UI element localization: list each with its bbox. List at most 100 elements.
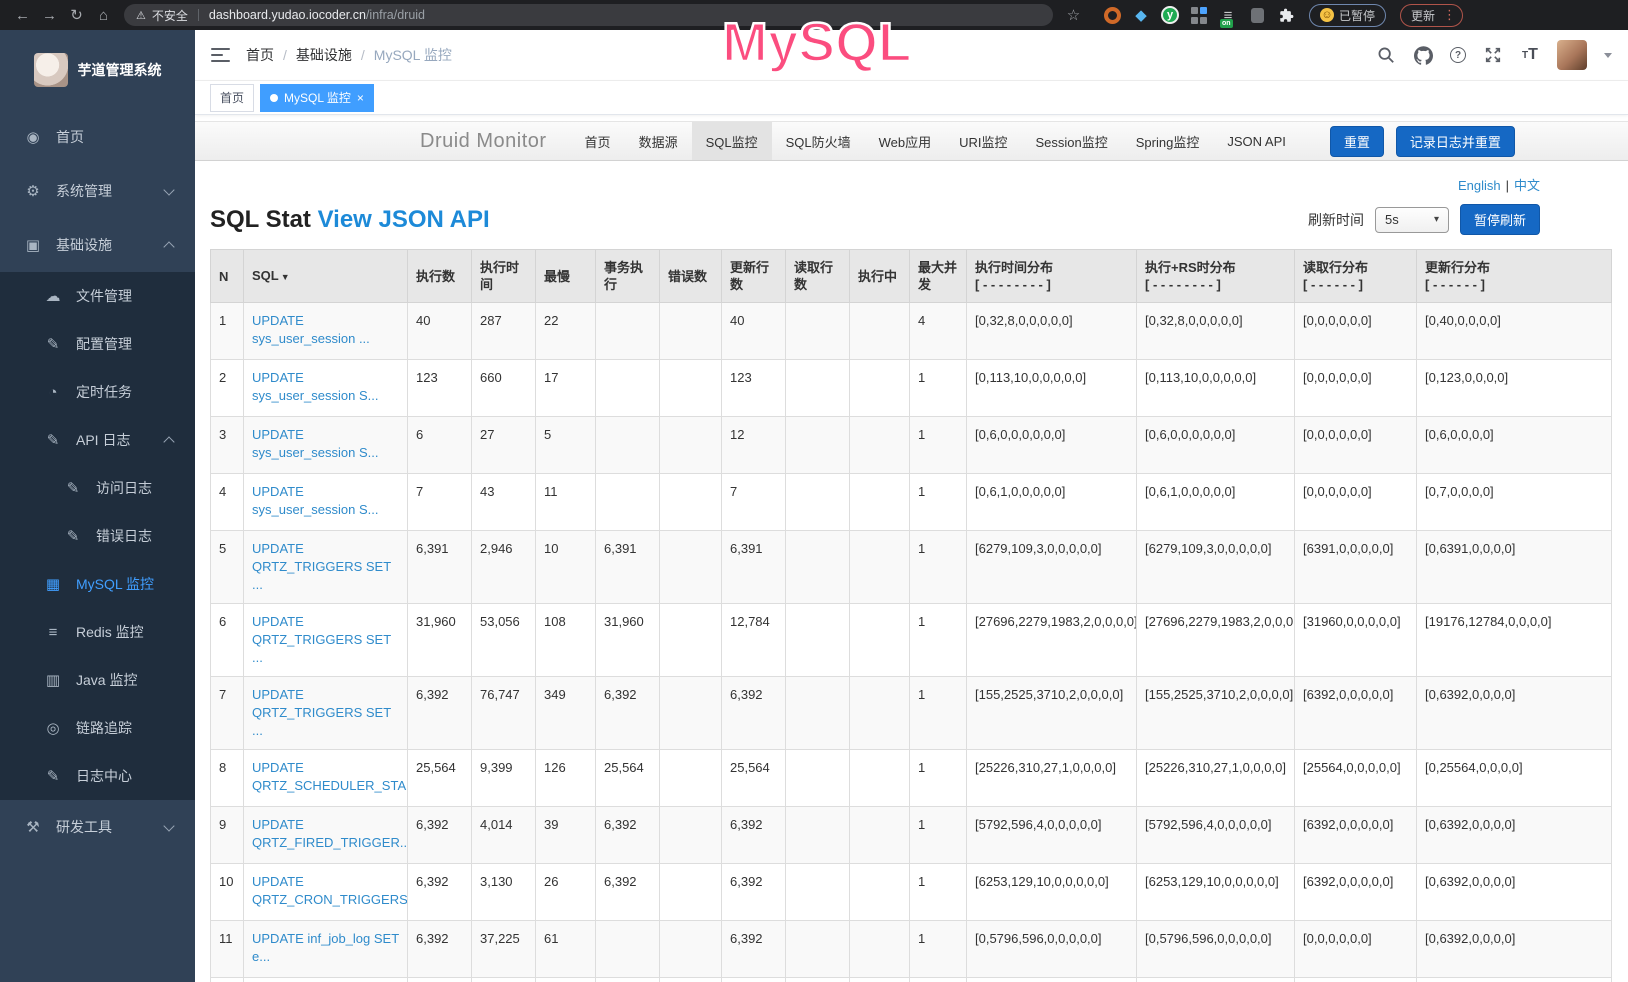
extension-y-icon[interactable]: y <box>1161 6 1179 24</box>
view-json-api-link[interactable]: View JSON API <box>317 205 490 233</box>
druid-nav-SQL监控[interactable]: SQL监控 <box>691 122 772 160</box>
extension-donut-icon[interactable] <box>1104 6 1121 24</box>
sql-link[interactable]: UPDATE sys_user_session S... <box>252 370 379 403</box>
sql-link[interactable]: UPDATE sys_user_session ... <box>252 313 370 346</box>
forward-icon[interactable]: → <box>42 6 57 24</box>
extension-squares-icon[interactable] <box>1190 6 1208 24</box>
sql-link[interactable]: UPDATE QRTZ_FIRED_TRIGGER... <box>252 817 408 850</box>
col-readRows[interactable]: 读取行数 <box>785 249 850 303</box>
extensions-puzzle-icon[interactable] <box>1277 6 1295 24</box>
reset-button[interactable]: 重置 <box>1329 125 1384 157</box>
sidebar-toggle-icon[interactable] <box>211 47 230 63</box>
extension-figure-icon[interactable] <box>1248 6 1266 24</box>
kebab-menu-icon[interactable]: ⋮ <box>1443 7 1457 22</box>
chevron-down-icon <box>163 184 175 196</box>
col-execTime[interactable]: 执行时间 <box>471 249 536 303</box>
layers-icon: ≡ <box>48 623 58 641</box>
col-execRsDist[interactable]: 执行+RS时分布[ - - - - - - - - ] <box>1136 249 1295 303</box>
update-button[interactable]: 更新 ⋮ <box>1400 3 1464 27</box>
extension-gem-icon[interactable]: ◆ <box>1135 7 1147 24</box>
help-icon[interactable]: ? <box>1450 47 1466 63</box>
back-icon[interactable]: ← <box>15 6 30 24</box>
druid-nav-JSON API[interactable]: JSON API <box>1227 133 1286 149</box>
cell-execCount: 6 <box>407 416 472 474</box>
tab-close-icon[interactable]: × <box>356 90 364 105</box>
col-sql[interactable]: SQL ▼ <box>243 249 408 303</box>
cell-slowest: 5 <box>535 416 596 474</box>
col-errors[interactable]: 错误数 <box>659 249 722 303</box>
tab-item[interactable]: 首页 <box>210 83 255 112</box>
sidebar-item-infra[interactable]: ▣ 基础设施 <box>0 218 195 272</box>
sidebar-item-error-log[interactable]: ✎ 错误日志 <box>0 512 195 560</box>
sidebar-item-redis[interactable]: ≡ Redis 监控 <box>0 608 195 656</box>
cell-execRsDist: [0,6,0,0,0,0,0,0] <box>1136 416 1295 474</box>
avatar-caret-icon[interactable] <box>1604 52 1612 58</box>
log-reset-button[interactable]: 记录日志并重置 <box>1395 125 1515 157</box>
user-avatar[interactable] <box>1557 40 1587 70</box>
cell-readDist: [25564,0,0,0,0,0] <box>1294 749 1417 807</box>
paused-indicator[interactable]: ☺ 已暂停 <box>1309 3 1387 27</box>
druid-nav-Session监控[interactable]: Session监控 <box>1035 134 1108 150</box>
druid-nav-URI监控[interactable]: URI监控 <box>959 134 1008 150</box>
sidebar-item-java[interactable]: ▥ Java 监控 <box>0 656 195 704</box>
sql-link[interactable]: UPDATE QRTZ_TRIGGERS SET ... <box>252 541 391 592</box>
tab-active[interactable]: MySQL 监控 × <box>260 83 374 112</box>
col-maxConcurrent[interactable]: 最大并发 <box>909 249 967 303</box>
col-slowest[interactable]: 最慢 <box>535 249 596 303</box>
app-logo[interactable]: 芋道管理系统 <box>0 30 195 110</box>
cell-n: 1 <box>210 302 244 360</box>
sidebar-item-devtool[interactable]: ⚒ 研发工具 <box>0 800 195 854</box>
fullscreen-icon[interactable] <box>1483 45 1503 65</box>
druid-nav-数据源[interactable]: 数据源 <box>638 134 678 150</box>
druid-page: Druid Monitor 首页 数据源 SQL监控 SQL防火墙 Web应用 URI监控… <box>195 121 1628 982</box>
col-readDist[interactable]: 读取行分布[ - - - - - - ] <box>1294 249 1417 303</box>
cell-updateDist: [6392,0,0,0,0,0] <box>1416 977 1612 982</box>
refresh-interval-select[interactable]: 5s ▾ <box>1374 206 1449 233</box>
sidebar-item-mysql[interactable]: ▦ MySQL 监控 <box>0 560 195 608</box>
home-icon[interactable]: ⌂ <box>98 6 109 24</box>
col-txExec[interactable]: 事务执行 <box>595 249 660 303</box>
url-bar[interactable]: ⚠ 不安全 dashboard.yudao.iocoder.cn/infra/d… <box>124 4 1053 26</box>
col-execCount[interactable]: 执行数 <box>407 249 472 303</box>
druid-nav-Spring监控[interactable]: Spring监控 <box>1135 134 1200 150</box>
breadcrumb-link[interactable]: 首页 <box>246 47 274 63</box>
col-updateRows[interactable]: 更新行数 <box>721 249 786 303</box>
sidebar-item-access-log[interactable]: ✎ 访问日志 <box>0 464 195 512</box>
sql-link[interactable]: UPDATE QRTZ_TRIGGERS SET ... <box>252 687 391 738</box>
druid-nav-SQL防火墙[interactable]: SQL防火墙 <box>785 134 851 150</box>
sidebar-item-config[interactable]: ✎ 配置管理 <box>0 320 195 368</box>
extension-list-icon[interactable]: ≡ on <box>1220 6 1233 28</box>
sidebar-item-api-log[interactable]: ✎ API 日志 <box>0 416 195 464</box>
sidebar-item-file[interactable]: ☁ 文件管理 <box>0 272 195 320</box>
sql-link[interactable]: UPDATE QRTZ_SCHEDULER_STA... <box>252 760 408 793</box>
sql-link[interactable]: UPDATE sys_user_session S... <box>252 427 379 460</box>
sql-link[interactable]: UPDATE QRTZ_TRIGGERS SET ... <box>252 614 391 665</box>
col-running[interactable]: 执行中 <box>849 249 910 303</box>
reload-icon[interactable]: ↻ <box>70 7 83 24</box>
bookmark-star-icon[interactable]: ☆ <box>1066 7 1081 24</box>
cell-txExec: 6,391 <box>595 530 660 604</box>
sidebar-item-log-center[interactable]: ✎ 日志中心 <box>0 752 195 800</box>
sql-link[interactable]: UPDATE inf_job_log SET e... <box>252 931 399 964</box>
druid-nav-首页[interactable]: 首页 <box>584 134 611 150</box>
col-updateDist[interactable]: 更新行分布[ - - - - - - ] <box>1416 249 1612 303</box>
sidebar-item-job[interactable]: ◔ 定时任务 <box>0 368 195 416</box>
sidebar-item-trace[interactable]: ◎ 链路追踪 <box>0 704 195 752</box>
cell-n: 4 <box>210 473 244 531</box>
sql-link[interactable]: UPDATE sys_user_session S... <box>252 484 379 517</box>
cell-execRsDist: [6253,129,10,0,0,0,0,0] <box>1136 863 1295 921</box>
col-n[interactable]: N <box>210 249 244 303</box>
pause-refresh-button[interactable]: 暂停刷新 <box>1459 204 1540 235</box>
breadcrumb-link[interactable]: 基础设施 <box>295 47 352 63</box>
github-icon[interactable] <box>1413 45 1433 65</box>
druid-nav-Web应用[interactable]: Web应用 <box>878 134 932 150</box>
sidebar-item-system[interactable]: ⚙ 系统管理 <box>0 164 195 218</box>
search-icon[interactable] <box>1376 45 1396 65</box>
lang-english-link[interactable]: English <box>1457 178 1501 193</box>
lang-chinese-link[interactable]: 中文 <box>1513 178 1540 193</box>
sql-link[interactable]: UPDATE QRTZ_CRON_TRIGGERS... <box>252 874 408 907</box>
col-execTimeDist[interactable]: 执行时间分布[ - - - - - - - - ] <box>966 249 1137 303</box>
table-row: 7 UPDATE QRTZ_TRIGGERS SET ... 6,392 76,747… <box>210 676 1612 750</box>
sidebar-item-home[interactable]: ◉ 首页 <box>0 110 195 164</box>
